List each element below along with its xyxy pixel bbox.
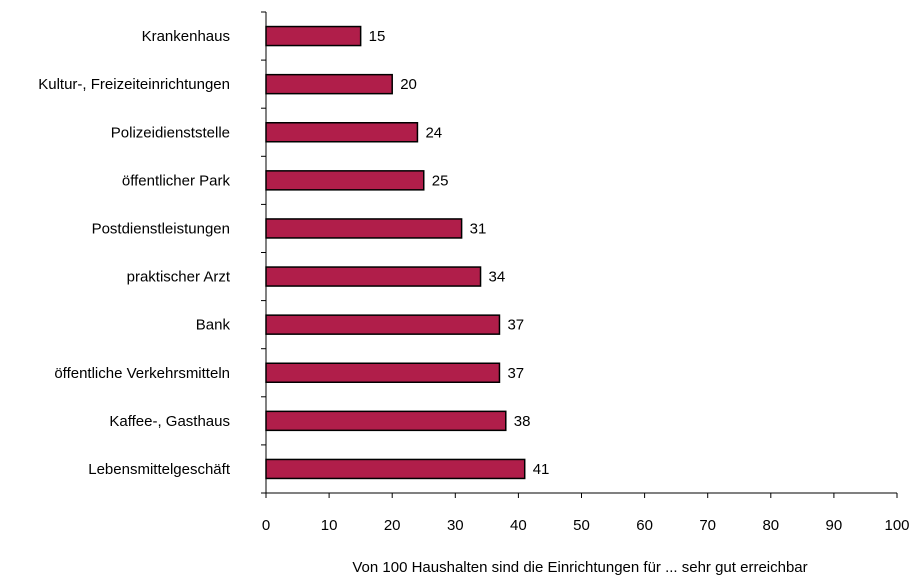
value-label: 20 <box>400 76 417 93</box>
x-tick-label: 70 <box>699 517 716 534</box>
bar <box>265 314 501 335</box>
x-tick-label: 0 <box>262 517 270 534</box>
bar <box>265 218 463 239</box>
value-label: 25 <box>432 172 449 189</box>
bar <box>265 122 419 143</box>
x-tick-label: 50 <box>573 517 590 534</box>
category-label: praktischer Arzt <box>127 269 231 286</box>
category-label: Polizeidienststelle <box>111 124 230 141</box>
value-label: 37 <box>507 365 524 382</box>
category-label: Bank <box>196 317 231 334</box>
category-labels: Krankenhaus Kultur-, Freizeiteinrichtunge… <box>38 28 231 478</box>
value-label: 31 <box>470 220 487 237</box>
value-label: 41 <box>533 461 550 478</box>
x-tick-labels: 0 10 20 30 40 50 60 70 80 90 100 <box>262 517 910 534</box>
bar <box>265 362 501 383</box>
bar <box>265 170 425 191</box>
category-label: Krankenhaus <box>142 28 230 45</box>
category-label: öffentliche Verkehrsmitteln <box>54 365 230 382</box>
category-label: Kultur-, Freizeiteinrichtungen <box>38 76 230 93</box>
category-label: Postdienstleistungen <box>92 220 230 237</box>
x-axis-title: Von 100 Haushalten sind die Einrichtunge… <box>352 559 807 576</box>
bar <box>265 410 507 432</box>
category-label: Kaffee-, Gasthaus <box>109 413 230 430</box>
value-label: 15 <box>369 28 386 45</box>
bar <box>265 25 362 47</box>
value-label: 24 <box>425 124 442 141</box>
value-label: 38 <box>514 413 531 430</box>
x-tick-label: 90 <box>826 517 843 534</box>
x-tick-label: 100 <box>884 517 909 534</box>
x-tick-label: 60 <box>636 517 653 534</box>
value-label: 34 <box>489 269 506 286</box>
x-tick-label: 20 <box>384 517 401 534</box>
x-tick-label: 80 <box>762 517 779 534</box>
category-label: Lebensmittelgeschäft <box>88 461 231 478</box>
value-labels: 15 20 24 25 31 34 37 37 38 41 <box>369 28 550 478</box>
bar <box>265 266 482 287</box>
x-tick-label: 10 <box>321 517 338 534</box>
bars <box>265 25 526 480</box>
value-label: 37 <box>507 317 524 334</box>
x-tick-label: 40 <box>510 517 527 534</box>
x-tick-label: 30 <box>447 517 464 534</box>
axes <box>261 11 898 498</box>
bar <box>265 458 526 480</box>
category-label: öffentlicher Park <box>122 172 231 189</box>
bar <box>265 73 393 95</box>
